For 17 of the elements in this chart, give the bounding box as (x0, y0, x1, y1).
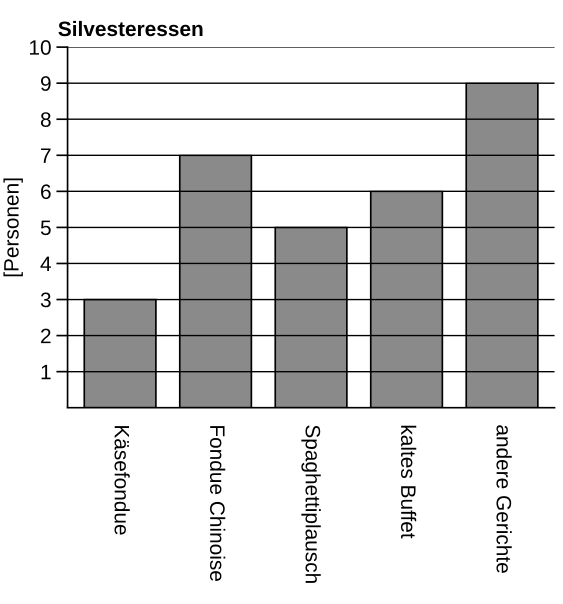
y-tick-label: 9 (40, 76, 51, 91)
y-tick-label: 2 (41, 328, 51, 344)
x-tick-label: Fondue Chinoise (210, 426, 226, 581)
x-tick-label: andere Gerichte (496, 425, 512, 573)
x-tick-label: Käsefondue (114, 426, 130, 535)
y-tick-label: 6 (41, 184, 51, 200)
x-tick-label: kaltes Buffet (400, 426, 416, 538)
y-tick-label: 10 (30, 40, 51, 55)
y-tick-label: 7 (41, 148, 51, 163)
y-tick-label: 3 (40, 292, 51, 308)
x-tick-label: Spaghettiplausch (301, 425, 321, 583)
y-tick-label: 4 (40, 256, 51, 272)
y-tick-label: 8 (40, 112, 51, 127)
y-tick-label: 5 (40, 220, 51, 236)
y-tick-label: 1 (42, 364, 51, 380)
chart-title: Silvesteressen (58, 20, 202, 36)
y-axis-title: [Personen] (3, 178, 23, 276)
